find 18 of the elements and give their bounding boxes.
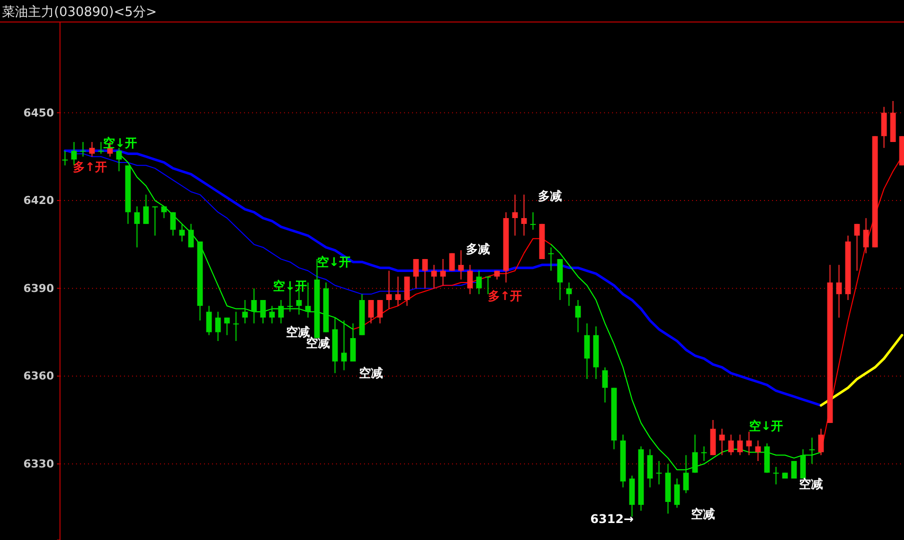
annotation: 6312→ [590,512,634,526]
chart-title: 菜油主力(030890)<5分> [2,4,157,20]
annotation: 空减 [799,477,823,492]
y-tick-label: 6390 [23,282,54,295]
y-tick-label: 6420 [23,194,54,208]
annotation: 空减 [359,366,383,380]
annotation: 多↑开 [72,160,108,174]
annotation: 多↑开 [488,289,522,304]
annotation: 多减 [466,242,490,256]
y-tick-label: 6330 [23,457,54,470]
annotation: 空减 [691,507,715,522]
annotation: 空↓开 [316,255,352,270]
annotation: 多减 [538,189,562,204]
annotation: 空↓开 [102,136,138,150]
y-tick-label: 6450 [23,106,54,120]
annotation: 空↓开 [272,279,308,294]
y-tick-label: 6360 [23,370,54,383]
annotation: 空↓开 [748,419,784,434]
